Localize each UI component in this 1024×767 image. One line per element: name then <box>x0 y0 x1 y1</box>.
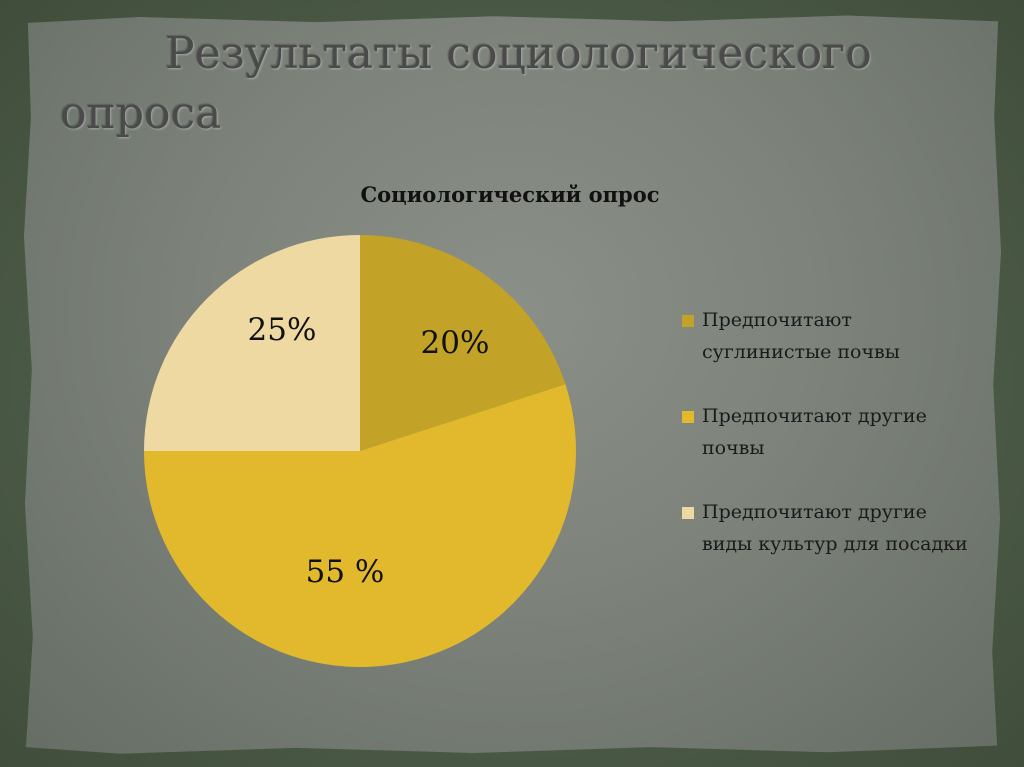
legend-item: Предпочитают другие почвы <box>680 400 980 464</box>
slide-title: Результаты социологического опроса <box>60 24 920 144</box>
legend-label: Предпочитают другие виды культур для пос… <box>702 501 968 555</box>
legend-swatch <box>682 315 694 327</box>
legend-swatch <box>682 507 694 519</box>
slide-title-line1: Результаты социологического <box>165 28 872 79</box>
legend-item: Предпочитают другие виды культур для пос… <box>680 496 980 560</box>
pie-data-label: 55 % <box>306 554 385 590</box>
pie-slice <box>144 235 360 451</box>
legend-swatch <box>682 411 694 423</box>
legend-item: Предпочитают суглинистые почвы <box>680 304 980 368</box>
legend-label: Предпочитают другие почвы <box>702 405 927 459</box>
legend-label: Предпочитают суглинистые почвы <box>702 309 900 363</box>
pie-slice <box>360 235 566 451</box>
slide-title-line2: опроса <box>60 88 222 139</box>
pie-data-label: 20% <box>421 325 490 361</box>
pie-slice <box>144 384 576 667</box>
chart-title: Социологический опрос <box>360 182 660 207</box>
chart-legend: Предпочитают суглинистые почвы Предпочит… <box>680 304 980 592</box>
pie-data-label: 25% <box>248 312 317 348</box>
